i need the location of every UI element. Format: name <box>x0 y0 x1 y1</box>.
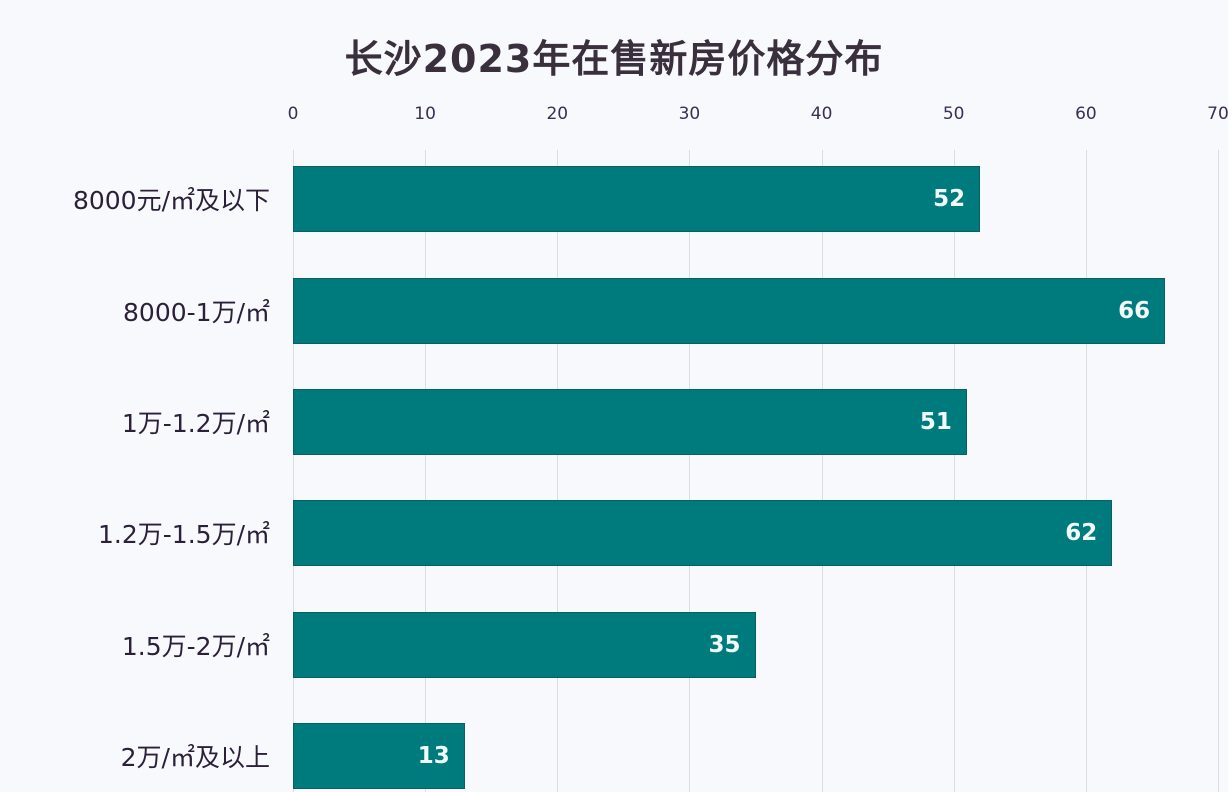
x-tick-label: 30 <box>678 104 701 124</box>
gridline <box>953 150 955 792</box>
bar-value-label: 62 <box>1065 520 1098 546</box>
chart-title: 长沙2023年在售新房价格分布 <box>344 37 884 81</box>
bar-value-label: 35 <box>708 632 741 658</box>
bar: 51 <box>293 389 967 455</box>
x-tick-label: 60 <box>1075 104 1097 124</box>
bar: 13 <box>293 723 465 789</box>
bar-value-label: 52 <box>933 186 966 212</box>
x-tick-label: 20 <box>546 104 569 124</box>
bar-value-label: 13 <box>417 743 450 769</box>
category-label: 8000-1万/㎡ <box>123 298 270 327</box>
category-label: 1.5万-2万/㎡ <box>121 632 270 661</box>
category-label: 1.2万-1.5万/㎡ <box>98 520 270 549</box>
gridline <box>293 150 294 792</box>
bar: 62 <box>293 500 1113 566</box>
gridline <box>557 150 559 792</box>
bar-value-label: 51 <box>919 409 952 435</box>
gridline <box>425 150 427 792</box>
gridline <box>1085 150 1087 792</box>
gridline <box>821 150 823 792</box>
gridline <box>1218 150 1219 792</box>
x-tick-label: 10 <box>414 104 436 124</box>
bar: 35 <box>293 612 756 678</box>
category-label: 2万/㎡及以上 <box>120 743 270 772</box>
x-tick-label: 70 <box>1207 104 1228 124</box>
category-label: 1万-1.2万/㎡ <box>121 409 270 438</box>
category-label: 8000元/㎡及以下 <box>72 186 270 215</box>
x-tick-label: 50 <box>942 104 965 124</box>
x-tick-label: 40 <box>810 104 833 124</box>
bar-value-label: 66 <box>1118 298 1151 324</box>
plot-area: 0 10 20 30 40 50 60 70 52 66 51 62 35 13… <box>73 100 1228 792</box>
gridline <box>689 150 691 792</box>
bar: 66 <box>293 278 1166 344</box>
bar: 52 <box>293 166 981 232</box>
x-tick-label: 0 <box>287 104 299 124</box>
